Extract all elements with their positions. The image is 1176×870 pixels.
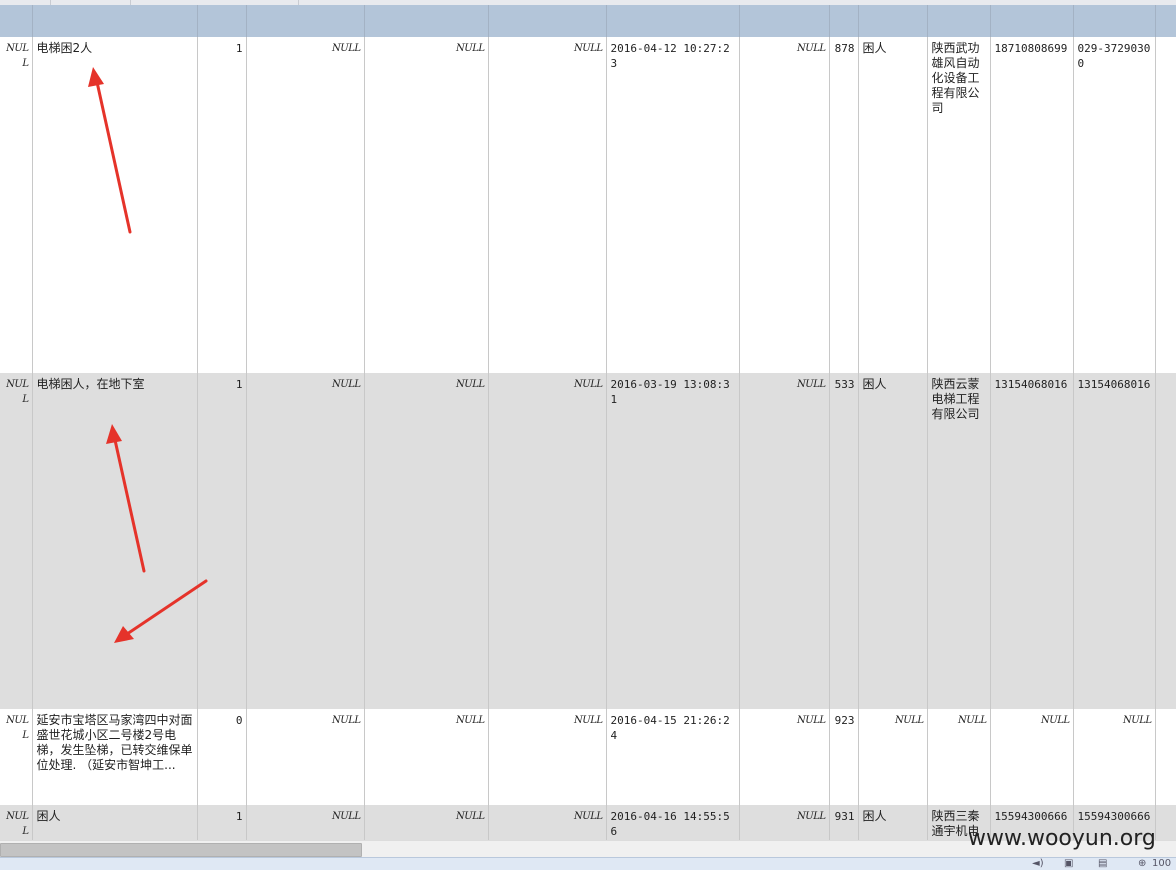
- grid-top-strip: [0, 0, 1176, 5]
- table-cell[interactable]: NULL: [246, 805, 365, 840]
- table-cell-phone[interactable]: 15594300666: [990, 805, 1074, 840]
- table-cell[interactable]: [1155, 37, 1176, 373]
- table-cell-phone[interactable]: 18710808699: [990, 37, 1074, 373]
- table-cell-description[interactable]: 困人: [32, 805, 198, 840]
- header-cell[interactable]: [829, 5, 859, 37]
- table-cell[interactable]: NULL: [0, 37, 33, 373]
- table-cell-company[interactable]: 陕西武功雄风自动化设备工程有限公司: [927, 37, 991, 373]
- header-cell[interactable]: [1073, 5, 1156, 37]
- table-cell[interactable]: NULL: [488, 37, 607, 373]
- table-cell-id[interactable]: 931: [829, 805, 859, 840]
- table-cell[interactable]: [1155, 373, 1176, 709]
- table-row[interactable]: NULL 延安市宝塔区马家湾四中对面盛世花城小区二号楼2号电梯，发生坠梯，已转交…: [0, 709, 1176, 805]
- table-cell[interactable]: NULL: [739, 709, 830, 805]
- table-cell[interactable]: NULL: [0, 805, 33, 840]
- table-cell-id[interactable]: 878: [829, 37, 859, 373]
- scrollbar-thumb[interactable]: [0, 843, 362, 857]
- table-cell[interactable]: NULL: [364, 37, 489, 373]
- table-row[interactable]: NULL 困人 1 NULL NULL NULL 2016-04-16 14:5…: [0, 805, 1176, 840]
- result-grid: NULL 电梯困2人 1 NULL NULL NULL 2016-04-12 1…: [0, 0, 1176, 840]
- header-cell[interactable]: [32, 5, 198, 37]
- table-cell[interactable]: NULL: [739, 805, 830, 840]
- header-row: [0, 5, 1176, 37]
- table-cell-description[interactable]: 电梯困2人: [32, 37, 198, 373]
- table-cell[interactable]: NULL: [246, 709, 365, 805]
- table-cell-type[interactable]: 困人: [858, 805, 928, 840]
- table-cell-description[interactable]: 延安市宝塔区马家湾四中对面盛世花城小区二号楼2号电梯，发生坠梯，已转交维保单位处…: [32, 709, 198, 805]
- header-cell[interactable]: [488, 5, 607, 37]
- zoom-level[interactable]: 100: [1152, 858, 1172, 869]
- header-cell[interactable]: [858, 5, 928, 37]
- table-cell[interactable]: 1: [197, 805, 247, 840]
- table-cell-type[interactable]: NULL: [858, 709, 928, 805]
- table-cell[interactable]: NULL: [488, 709, 607, 805]
- table-cell[interactable]: NULL: [364, 373, 489, 709]
- table-cell-datetime[interactable]: 2016-03-19 13:08:31: [606, 373, 740, 709]
- header-cell[interactable]: [927, 5, 991, 37]
- table-cell-company[interactable]: 陕西三秦通宇机电: [927, 805, 991, 840]
- table-cell[interactable]: 0: [197, 709, 247, 805]
- table-cell[interactable]: 1: [197, 373, 247, 709]
- header-cell[interactable]: [364, 5, 489, 37]
- table-cell-phone[interactable]: NULL: [1073, 709, 1156, 805]
- table-cell[interactable]: NULL: [739, 373, 830, 709]
- table-cell[interactable]: NULL: [0, 709, 33, 805]
- table-row[interactable]: NULL 电梯困人，在地下室 1 NULL NULL NULL 2016-03-…: [0, 373, 1176, 709]
- column-divider[interactable]: [0, 0, 51, 5]
- table-cell-datetime[interactable]: 2016-04-16 14:55:56: [606, 805, 740, 840]
- table-cell[interactable]: 1: [197, 37, 247, 373]
- page-icon[interactable]: ▤: [1098, 858, 1108, 869]
- table-cell-phone[interactable]: 13154068016: [1073, 373, 1156, 709]
- table-cell[interactable]: NULL: [0, 373, 33, 709]
- table-cell[interactable]: NULL: [364, 709, 489, 805]
- table-cell-phone[interactable]: 13154068016: [990, 373, 1074, 709]
- table-cell[interactable]: NULL: [246, 373, 365, 709]
- speaker-icon[interactable]: ◄): [1032, 858, 1044, 869]
- table-cell[interactable]: [1155, 805, 1176, 840]
- header-cell[interactable]: [246, 5, 365, 37]
- horizontal-scrollbar[interactable]: [0, 840, 1176, 857]
- printer-icon[interactable]: ▣: [1064, 858, 1074, 869]
- table-row[interactable]: NULL 电梯困2人 1 NULL NULL NULL 2016-04-12 1…: [0, 37, 1176, 373]
- header-cell[interactable]: [1155, 5, 1176, 37]
- table-cell-type[interactable]: 困人: [858, 37, 928, 373]
- column-divider[interactable]: [130, 0, 299, 5]
- table-cell[interactable]: NULL: [488, 805, 607, 840]
- table-cell-phone[interactable]: 15594300666: [1073, 805, 1156, 840]
- column-divider[interactable]: [50, 0, 131, 5]
- header-cell[interactable]: [739, 5, 830, 37]
- table-cell-id[interactable]: 923: [829, 709, 859, 805]
- table-cell-id[interactable]: 533: [829, 373, 859, 709]
- data-table: NULL 电梯困2人 1 NULL NULL NULL 2016-04-12 1…: [0, 5, 1176, 840]
- header-cell[interactable]: [0, 5, 33, 37]
- table-cell-company[interactable]: NULL: [927, 709, 991, 805]
- header-cell[interactable]: [197, 5, 247, 37]
- table-cell[interactable]: NULL: [488, 373, 607, 709]
- table-cell[interactable]: NULL: [364, 805, 489, 840]
- table-cell-phone[interactable]: NULL: [990, 709, 1074, 805]
- header-cell[interactable]: [990, 5, 1074, 37]
- table-cell-description[interactable]: 电梯困人，在地下室: [32, 373, 198, 709]
- table-cell[interactable]: NULL: [246, 37, 365, 373]
- table-cell-datetime[interactable]: 2016-04-15 21:26:24: [606, 709, 740, 805]
- table-cell[interactable]: NULL: [739, 37, 830, 373]
- table-cell-datetime[interactable]: 2016-04-12 10:27:23: [606, 37, 740, 373]
- table-cell[interactable]: [1155, 709, 1176, 805]
- table-cell-type[interactable]: 困人: [858, 373, 928, 709]
- header-cell[interactable]: [606, 5, 740, 37]
- table-cell-phone[interactable]: 029-37290300: [1073, 37, 1156, 373]
- table-cell-company[interactable]: 陕西云蒙电梯工程有限公司: [927, 373, 991, 709]
- watermark: www.wooyun.org: [968, 826, 1156, 851]
- zoom-icon[interactable]: ⊕: [1138, 858, 1147, 869]
- status-bar: ◄) ▣ ▤ ⊕ 100: [0, 857, 1176, 870]
